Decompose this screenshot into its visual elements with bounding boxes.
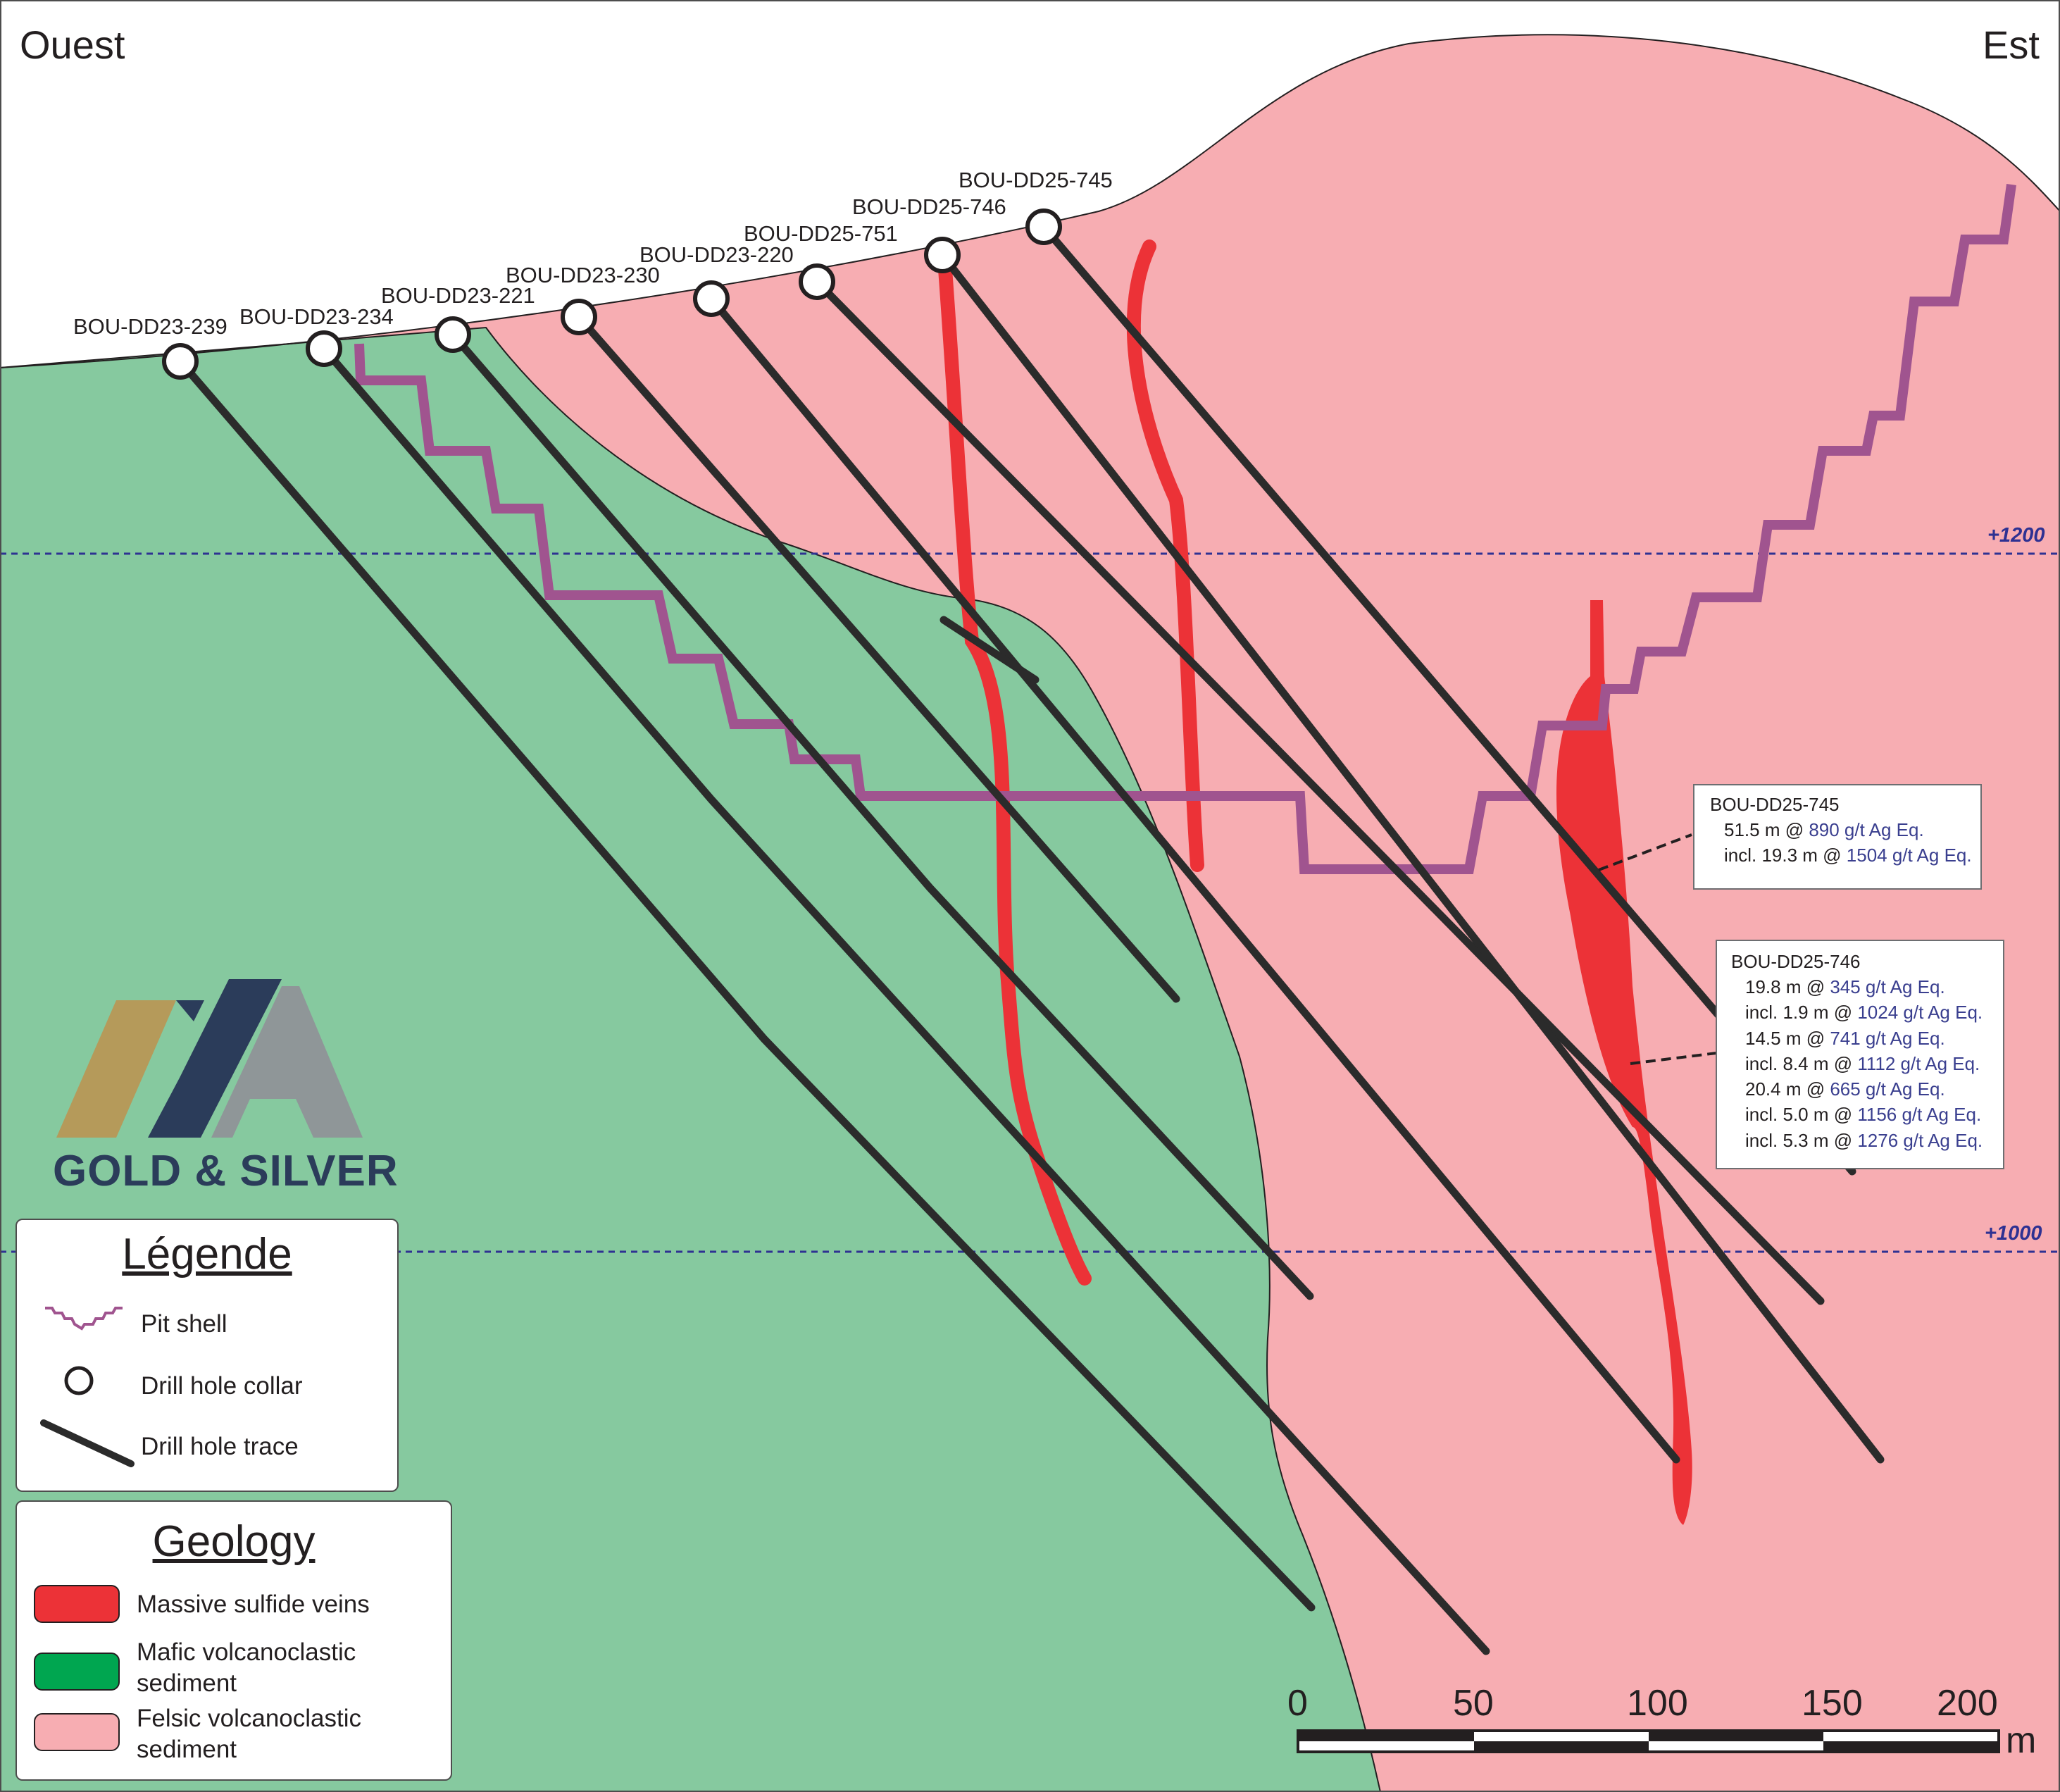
drill-hole-label: BOU-DD25-751: [744, 221, 898, 246]
drill-collar-icon: [64, 1366, 94, 1395]
drill-hole-label: BOU-DD25-745: [959, 168, 1113, 192]
callout-row: 14.5 m @ 741 g/t Ag Eq.: [1745, 1028, 1945, 1049]
drill-trace-234: [320, 344, 1490, 1655]
drill-collar-745[interactable]: [1025, 209, 1062, 245]
scale-tick-label: 100: [1627, 1683, 1688, 1724]
drill-trace-239: [176, 357, 1316, 1612]
callout-row: incl. 5.3 m @ 1276 g/t Ag Eq.: [1745, 1130, 1983, 1151]
drill-trace-icon: [40, 1419, 135, 1467]
scale-unit: m: [2006, 1720, 2037, 1761]
elevation-label-1000: +1000: [1985, 1222, 2042, 1245]
scale-tick-label: 50: [1453, 1683, 1494, 1724]
drill-collar-751[interactable]: [799, 263, 835, 300]
elevation-label-1200: +1200: [1987, 524, 2045, 547]
drill-trace-fragment: [940, 616, 1040, 684]
callout-title: BOU-DD25-746: [1731, 951, 1861, 972]
drill-collar-221[interactable]: [435, 316, 471, 353]
assay-callout-745: BOU-DD25-745 51.5 m @ 890 g/t Ag Eq. inc…: [1693, 784, 1982, 890]
geology-title: Geology: [152, 1517, 316, 1566]
drill-hole-label: BOU-DD23-221: [381, 283, 535, 308]
drill-hole-label: BOU-DD23-239: [73, 314, 227, 339]
callout-row: 51.5 m @ 890 g/t Ag Eq.: [1724, 819, 1924, 840]
callout-row: incl. 8.4 m @ 1112 g/t Ag Eq.: [1745, 1053, 1980, 1074]
geology-label-felsic: Felsic volcanoclastic sediment: [137, 1705, 361, 1763]
logo-text: GOLD & SILVER: [53, 1147, 399, 1195]
assay-callout-746: BOU-DD25-746 19.8 m @ 345 g/t Ag Eq. inc…: [1716, 940, 2004, 1169]
drill-collar-230[interactable]: [561, 299, 597, 335]
scale-tick-label: 200: [1937, 1683, 1998, 1724]
drill-collar-234[interactable]: [306, 330, 342, 367]
drill-hole-label: BOU-DD23-220: [639, 242, 794, 267]
drill-hole-label: BOU-DD23-230: [506, 263, 660, 287]
drill-collar-746[interactable]: [924, 237, 961, 273]
drill-hole-label: BOU-DD25-746: [852, 194, 1006, 219]
callout-row: incl. 19.3 m @ 1504 g/t Ag Eq.: [1724, 845, 1972, 866]
callout-title: BOU-DD25-745: [1710, 794, 1840, 815]
callout-leader-745: [1598, 833, 1692, 871]
legend-label-drill-trace: Drill hole trace: [141, 1433, 299, 1460]
sulfide-vein-3-lens: [1556, 600, 1692, 1525]
scale-bar: [1297, 1729, 2000, 1753]
drill-hole-label: BOU-DD23-234: [239, 304, 394, 329]
drill-collars: [162, 209, 1062, 380]
scale-tick-label: 0: [1287, 1683, 1308, 1724]
drill-trace-746: [938, 251, 1885, 1464]
drill-trace-220: [707, 294, 1680, 1464]
west-label: Ouest: [20, 23, 125, 67]
vein-swatch: [34, 1585, 120, 1623]
east-label: Est: [1983, 23, 2040, 67]
drill-trace-751: [813, 278, 1825, 1305]
callout-row: incl. 1.9 m @ 1024 g/t Ag Eq.: [1745, 1002, 1983, 1023]
pit-shell: [354, 184, 2016, 874]
legend-label-drill-collar: Drill hole collar: [141, 1372, 303, 1400]
legend-label-pit-shell: Pit shell: [141, 1310, 227, 1338]
callout-row: 20.4 m @ 665 g/t Ag Eq.: [1745, 1078, 1945, 1100]
drill-hole-traces: [176, 223, 1885, 1655]
drill-trace-221: [449, 330, 1314, 1300]
geology-label-mafic: Mafic volcanoclastic sediment: [137, 1638, 356, 1697]
logo-mark: [56, 979, 363, 1138]
drill-collar-220[interactable]: [693, 280, 730, 317]
geology-label-veins: Massive sulfide veins: [137, 1591, 370, 1618]
drill-trace-230: [575, 313, 1180, 1003]
legend-panel: Légende Pit shell Drill hole collar Dril…: [15, 1219, 399, 1492]
scale-tick-label: 150: [1802, 1683, 1863, 1724]
callout-row: incl. 5.0 m @ 1156 g/t Ag Eq.: [1745, 1104, 1982, 1125]
callout-row: 19.8 m @ 345 g/t Ag Eq.: [1745, 976, 1945, 997]
felsic-swatch: [34, 1713, 120, 1751]
legend-title: Légende: [122, 1230, 292, 1278]
pit-shell-icon: [45, 1307, 123, 1331]
geology-panel: Geology Massive sulfide veins Mafic volc…: [15, 1500, 452, 1781]
sulfide-vein-1: [938, 262, 1092, 1286]
topography-line: [0, 34, 2060, 368]
drill-collar-239[interactable]: [162, 343, 199, 380]
mafic-swatch: [34, 1653, 120, 1691]
